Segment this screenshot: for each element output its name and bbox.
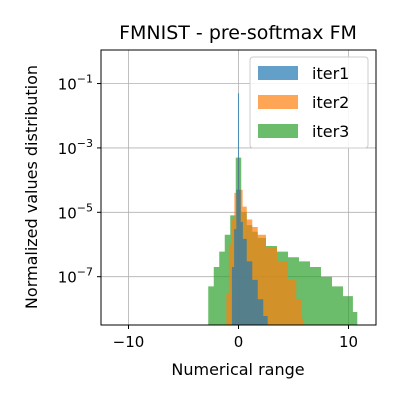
legend-label-iter2: iter2	[312, 93, 349, 112]
series-iter1-bars	[231, 93, 268, 325]
legend: iter1 iter2 iter3	[249, 56, 369, 149]
legend-swatch-iter2	[258, 95, 298, 109]
y-axis-label: Normalized values distribution	[22, 65, 41, 309]
x-tick-label: 10	[339, 333, 358, 351]
y-tick-label: 10−7	[58, 266, 93, 287]
plot-area: −10 0 10 10−1 10−3 10−5 10−7	[58, 49, 377, 351]
x-tick-label: −10	[113, 333, 145, 351]
x-tick-label: 0	[234, 333, 244, 351]
legend-label-iter3: iter3	[312, 122, 349, 141]
series-group	[208, 93, 358, 325]
legend-label-iter1: iter1	[312, 64, 349, 83]
chart-title: FMNIST - pre-softmax FM	[119, 22, 357, 44]
y-tick-label: 10−5	[58, 201, 93, 222]
legend-swatch-iter1	[258, 66, 298, 80]
x-axis-label: Numerical range	[171, 360, 304, 379]
legend-swatch-iter3	[258, 124, 298, 138]
y-tick-label: 10−3	[58, 137, 93, 158]
y-tick-label: 10−1	[58, 73, 93, 94]
